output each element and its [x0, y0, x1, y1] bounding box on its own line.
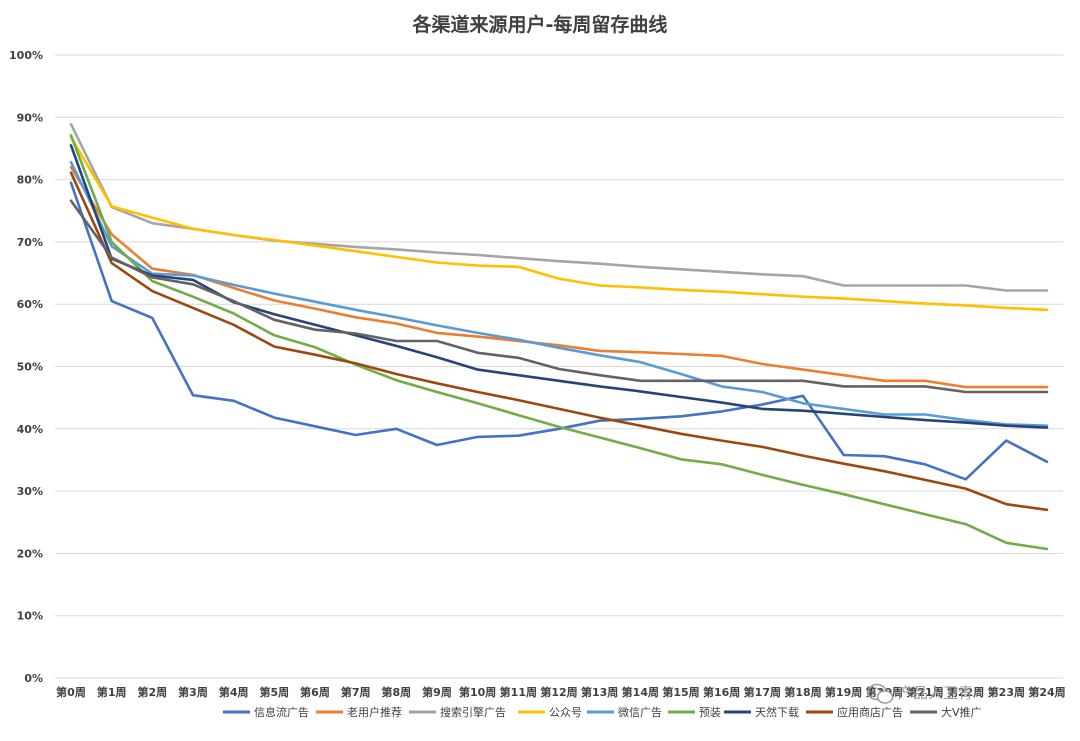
y-tick-label: 80% [17, 174, 43, 187]
series-line [69, 160, 1049, 428]
x-tick-label: 第0周 [56, 685, 86, 699]
y-tick-label: 30% [17, 485, 43, 498]
y-tick-label: 50% [17, 361, 43, 374]
wechat-icon [867, 683, 894, 704]
y-tick-label: 60% [17, 298, 43, 311]
x-tick-label: 第12周 [540, 685, 577, 699]
series-line [69, 171, 1049, 512]
x-tick-label: 第3周 [178, 685, 208, 699]
legend-label: 应用商店广告 [837, 705, 903, 719]
x-tick-label: 第16周 [703, 685, 740, 699]
x-tick-label: 第5周 [260, 685, 290, 699]
legend-label: 大V推广 [941, 705, 982, 719]
legend-label: 公众号 [549, 706, 582, 719]
y-tick-label: 20% [17, 547, 43, 560]
x-axis-tick-labels: 第0周 第1周 第2周 第3周 第4周 第5周 第6周 第7周 第8周 第9周 第10周 第11周 第1… [56, 685, 1065, 699]
legend-label: 天然下载 [755, 705, 799, 719]
x-tick-label: 第13周 [581, 685, 618, 699]
x-tick-label: 第18周 [784, 685, 821, 699]
series-line [69, 135, 1049, 312]
series-lines [69, 122, 1049, 551]
x-tick-label: 第19周 [825, 685, 862, 699]
legend-label: 老用户推荐 [347, 705, 402, 719]
x-tick-label: 第11周 [500, 685, 537, 699]
x-tick-label: 第10周 [459, 685, 496, 699]
x-tick-label: 第21周 [906, 685, 943, 699]
series-line [69, 165, 1049, 389]
y-tick-label: 90% [17, 111, 43, 124]
y-axis-tick-labels: 0% 10% 20% 30% 40% 50% 60% 70% 80% 90% 100% [9, 49, 43, 685]
y-tick-label: 40% [17, 423, 43, 436]
watermark-text: 产品人卫青 [898, 684, 973, 702]
legend-label: 预装 [699, 706, 721, 719]
x-tick-label: 第17周 [744, 685, 781, 699]
x-tick-label: 第24周 [1028, 685, 1065, 699]
series-line [69, 122, 1049, 292]
x-tick-label: 第1周 [97, 685, 127, 699]
y-tick-label: 10% [17, 610, 43, 623]
x-tick-label: 第6周 [300, 685, 330, 699]
chart-title: 各渠道来源用户-每周留存曲线 [412, 14, 668, 36]
x-tick-label: 第9周 [422, 685, 452, 699]
gridlines [55, 54, 1063, 679]
series-line [69, 199, 1049, 394]
watermark: 产品人卫青 [867, 683, 973, 704]
x-tick-label: 第14周 [622, 685, 659, 699]
x-tick-label: 第4周 [219, 685, 249, 699]
x-tick-label: 第15周 [662, 685, 699, 699]
legend: 信息流广告 老用户推荐 搜索引擎广告 公众号 微信广告 预装 天然下载 应用商店广告 大V推广 [223, 705, 982, 719]
series-line [69, 181, 1049, 481]
x-tick-label: 第7周 [341, 685, 371, 699]
y-tick-label: 70% [17, 236, 43, 249]
legend-label: 搜索引擎广告 [440, 705, 506, 719]
y-tick-label: 100% [9, 49, 43, 62]
legend-label: 微信广告 [618, 705, 662, 719]
x-tick-label: 第22周 [947, 685, 984, 699]
legend-label: 信息流广告 [254, 705, 309, 719]
x-tick-label: 第2周 [138, 685, 168, 699]
series-line [69, 134, 1049, 551]
y-tick-label: 0% [24, 672, 43, 685]
x-tick-label: 第8周 [382, 685, 412, 699]
x-tick-label: 第23周 [988, 685, 1025, 699]
